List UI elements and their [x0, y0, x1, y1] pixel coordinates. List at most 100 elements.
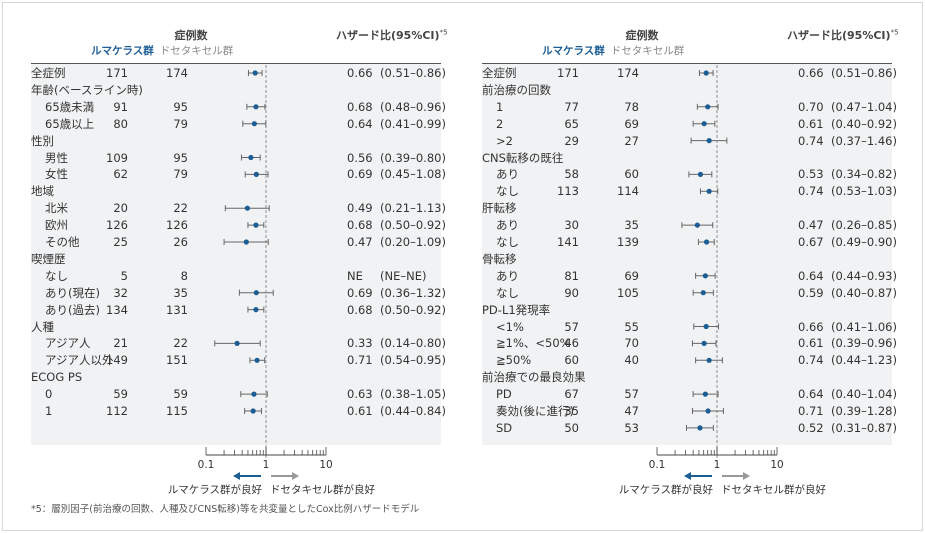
hr-value: 0.69: [347, 285, 373, 300]
row-label: PD: [496, 387, 512, 402]
row-label: 男性: [45, 150, 68, 165]
favors-dt-arrow-icon: [743, 472, 750, 480]
forest-group-header: 性別: [31, 133, 441, 149]
ci-value: (0.51–0.86): [831, 66, 897, 80]
arm-label-rm-right: ルマケラス群: [542, 45, 605, 57]
forest-row: その他 25 26 0.47 (0.20–1.09): [31, 234, 446, 250]
forest-row: ≧50% 60 40 0.74 (0.44–1.23): [482, 352, 897, 368]
n-rm: 59: [113, 387, 128, 402]
forest-row: SD 50 53 0.52 (0.31–0.87): [482, 420, 897, 436]
n-rm: 62: [113, 167, 128, 182]
n-rm: 30: [564, 218, 579, 233]
hr-value: 0.61: [798, 336, 824, 351]
hr-point: [251, 391, 257, 397]
row-label: >2: [496, 133, 513, 148]
hr-value: 0.71: [798, 404, 824, 418]
hr-point: [703, 239, 710, 245]
row-label: あり: [496, 218, 519, 233]
n-rm: 171: [557, 66, 579, 80]
n-dt: 95: [173, 150, 188, 165]
row-label: 65歳未満: [45, 99, 95, 114]
n-rm: 112: [106, 404, 128, 418]
hr-value: 0.74: [798, 184, 824, 199]
table-background: [31, 64, 441, 445]
forest-row: ≧1%、<50% 46 70 0.61 (0.39–0.96): [482, 335, 897, 351]
hr-point: [250, 408, 256, 414]
forest-row: 欧州 126 126 0.68 (0.50–0.92): [31, 217, 446, 233]
hr-value: 0.68: [347, 218, 373, 233]
n-dt: 114: [617, 184, 639, 199]
row-label: ≧50%: [496, 353, 532, 368]
hr-point: [243, 239, 249, 245]
ci-value: (0.34–0.82): [831, 167, 897, 182]
hr-value: 0.53: [798, 167, 824, 182]
n-dt: 35: [173, 285, 188, 300]
n-rm: 57: [564, 319, 579, 334]
hr-value: 0.66: [798, 66, 824, 80]
n-dt: 115: [166, 404, 188, 418]
n-rm: 35: [564, 404, 579, 418]
row-label: 奏効(後に進行): [496, 404, 574, 418]
hr-value: 0.70: [798, 99, 824, 114]
row-label: なし: [45, 268, 68, 283]
ci-value: (0.14–0.80): [380, 336, 446, 351]
n-dt: 139: [617, 235, 639, 249]
forest-plot-right: 0.1 1 10 ルマケラス群が良好 ドセタキセル群が良好: [619, 65, 826, 496]
n-dt: 27: [624, 133, 639, 148]
row-label: 女性: [45, 167, 68, 182]
n-dt: 78: [624, 99, 639, 114]
n-dt: 57: [624, 387, 639, 402]
tick-label: 0.1: [649, 459, 666, 471]
forest-row: あり(過去) 134 131 0.68 (0.50–0.92): [31, 302, 446, 318]
favors-rm-arrow-icon: [233, 472, 240, 480]
ci-value: (0.53–1.03): [831, 184, 897, 199]
ci-value: (0.44–0.93): [831, 268, 897, 283]
favors-dt-label: ドセタキセル群が良好: [721, 483, 826, 496]
ci-value: (0.50–0.92): [380, 302, 446, 317]
n-dt: 151: [166, 353, 188, 368]
arm-labels-right: ルマケラス群 ドセタキセル群: [542, 43, 684, 58]
tick-label: 0.1: [198, 459, 215, 471]
n-rm: 50: [564, 420, 579, 435]
n-rm: 29: [564, 133, 579, 148]
row-label: あり: [496, 268, 519, 283]
hr-point: [254, 357, 260, 363]
forest-row: 1 77 78 0.70 (0.47–1.04): [482, 99, 897, 115]
n-rm: 80: [113, 116, 128, 131]
ci-value: (0.40–0.92): [831, 116, 897, 131]
hr-point: [706, 188, 712, 194]
n-dt: 70: [624, 336, 639, 351]
ci-value: (0.31–0.87): [831, 420, 897, 435]
forest-row: アジア人以外 149 151 0.71 (0.54–0.95): [31, 352, 446, 368]
row-label: アジア人以外: [45, 353, 114, 368]
hr-value: 0.59: [798, 285, 824, 300]
hr-value: 0.63: [347, 387, 373, 402]
ci-value: (0.47–1.04): [831, 99, 897, 114]
hr-value: 0.69: [347, 167, 373, 182]
row-label: あり(現在): [45, 285, 100, 300]
n-rm: 21: [113, 336, 128, 351]
hr-point: [705, 104, 711, 110]
n-dt: 60: [624, 167, 639, 182]
count-title: 症例数: [174, 29, 208, 42]
hr-value: 0.33: [347, 336, 373, 351]
arm-label-rm: ルマケラス群: [91, 45, 154, 57]
hr-value: NE: [347, 268, 363, 283]
hr-point: [248, 154, 254, 161]
n-rm: 171: [106, 66, 128, 80]
ci-value: (0.45–1.08): [380, 167, 446, 182]
forest-group-header: PD-L1発現率: [482, 302, 892, 318]
row-label: なし: [496, 285, 519, 300]
row-label: なし: [496, 184, 519, 199]
forest-row: 0 59 59 0.63 (0.38–1.05): [31, 386, 446, 402]
n-rm: 46: [564, 336, 579, 351]
hr-point: [253, 290, 259, 296]
forest-row: あり 81 69 0.64 (0.44–0.93): [482, 268, 897, 284]
forest-row: 奏効(後に進行) 35 47 0.71 (0.39–1.28): [482, 403, 897, 419]
n-dt: 35: [624, 218, 639, 233]
hr-title-text: ハザード比(95%CI): [336, 29, 440, 42]
forest-row: 女性 62 79 0.69 (0.45–1.08): [31, 166, 446, 182]
forest-row: >2 29 27 0.74 (0.37–1.46): [482, 133, 897, 149]
favors-rm-arrow-icon: [684, 472, 691, 480]
forest-row: PD 67 57 0.64 (0.40–1.04): [482, 386, 897, 402]
